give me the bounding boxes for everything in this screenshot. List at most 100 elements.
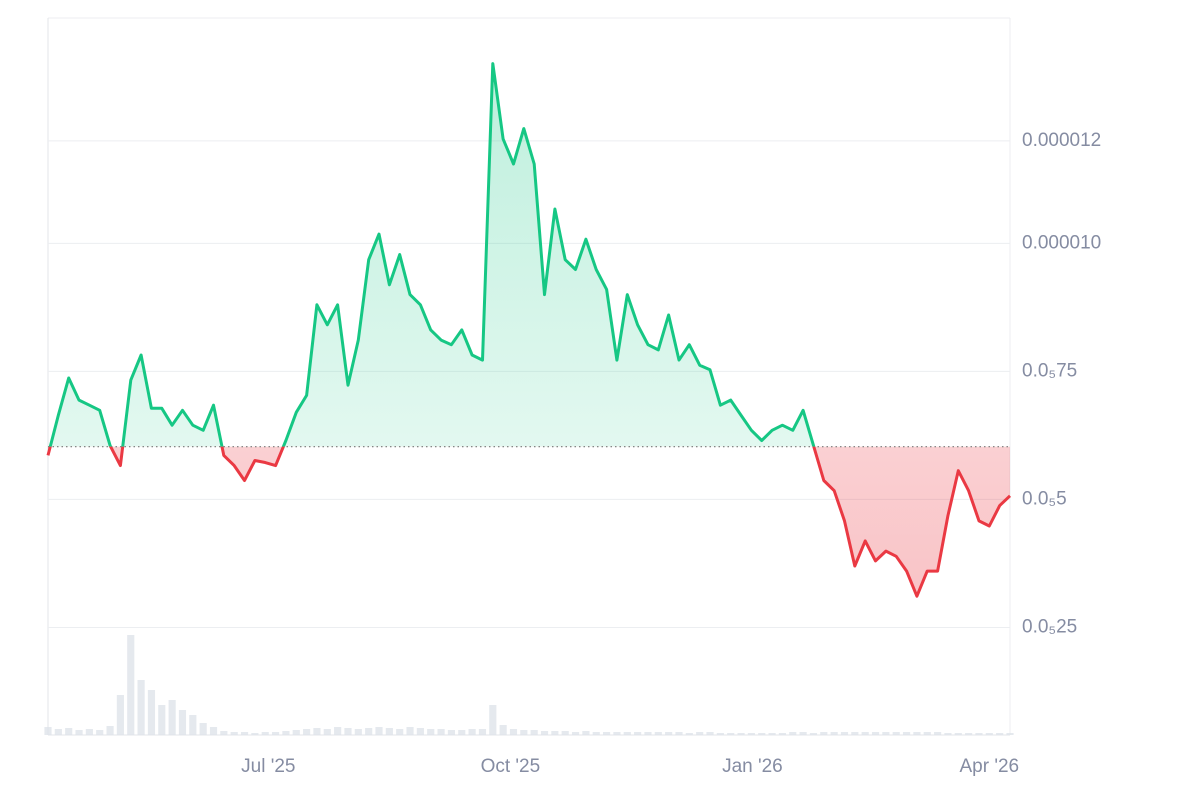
volume-bar: [489, 705, 497, 735]
volume-bar: [551, 731, 559, 735]
y-tick-label: 0.000010: [1022, 232, 1101, 253]
volume-bar: [758, 733, 766, 735]
volume-bar: [871, 732, 880, 735]
volume-bar: [251, 733, 259, 735]
volume-bar: [996, 733, 1004, 735]
volume-bar: [178, 710, 187, 735]
volume-bar: [458, 730, 466, 735]
volume-bar: [261, 732, 269, 735]
volume-bar: [44, 727, 52, 735]
volume-bar: [809, 733, 818, 735]
volume-bar: [954, 733, 962, 735]
volume-bar: [582, 731, 590, 735]
volume-bar: [96, 730, 104, 735]
volume-bar: [158, 705, 166, 735]
x-tick-label: Jan '26: [722, 756, 783, 777]
volume-bar: [768, 733, 776, 735]
volume-bar: [334, 727, 342, 735]
volume-bar: [613, 732, 621, 735]
volume-bar: [737, 733, 745, 735]
volume-bar: [437, 729, 445, 735]
volume-bar: [54, 729, 62, 735]
volume-bar: [189, 715, 197, 735]
volume-bar: [85, 729, 93, 735]
volume-bar: [292, 730, 300, 735]
volume-bar: [199, 723, 207, 735]
volume-bar: [540, 731, 549, 735]
volume-bar: [602, 732, 611, 735]
volume-bar: [406, 727, 414, 735]
volume-bar: [427, 729, 435, 735]
volume-bar: [230, 732, 238, 735]
y-tick-label: 0.0₅25: [1022, 616, 1077, 637]
volume-bar: [747, 733, 755, 735]
volume-bar: [820, 732, 828, 735]
volume-bar: [499, 725, 507, 735]
volume-bar: [975, 733, 983, 735]
volume-bar: [354, 729, 362, 735]
volume-bar: [323, 729, 331, 735]
volume-bar: [478, 729, 487, 735]
volume-bar: [416, 728, 424, 735]
volume-bar: [168, 700, 176, 735]
volume-bar: [851, 732, 859, 735]
volume-bar: [127, 635, 135, 735]
volume-bar: [530, 730, 538, 735]
volume-bar: [830, 732, 838, 735]
volume-bar: [147, 690, 156, 735]
volume-bar: [882, 732, 890, 735]
volume-bar: [75, 730, 83, 735]
volume-bar: [985, 733, 993, 735]
volume-bar: [1006, 733, 1014, 735]
y-tick-label: 0.0₅5: [1022, 488, 1067, 509]
volume-bar: [861, 732, 869, 735]
volume-bar: [654, 732, 662, 735]
volume-bar: [396, 729, 404, 735]
x-tick-label: Apr '26: [960, 756, 1020, 777]
volume-bar: [592, 732, 600, 735]
volume-bar: [778, 733, 787, 735]
volume-bar: [240, 732, 249, 735]
volume-bar: [902, 732, 911, 735]
volume-bar: [520, 730, 528, 735]
volume-bar: [468, 729, 476, 735]
volume-bar: [634, 732, 642, 735]
x-tick-label: Jul '25: [241, 756, 295, 777]
volume-bar: [65, 728, 73, 735]
area-down: [48, 446, 1010, 597]
volume-bar: [696, 732, 704, 735]
volume-bar: [789, 732, 797, 735]
volume-bar: [934, 732, 942, 735]
area-up: [50, 63, 814, 447]
volume-bar: [840, 732, 849, 735]
volume-bar: [706, 732, 714, 735]
volume-bar: [116, 695, 124, 735]
volume-bar: [220, 731, 228, 735]
x-tick-label: Oct '25: [481, 756, 541, 777]
volume-bar: [675, 732, 683, 735]
price-line-down: [46, 446, 1012, 598]
volume-bar: [923, 732, 931, 735]
volume-bar: [665, 732, 673, 735]
volume-bar: [137, 680, 145, 735]
volume-bar: [447, 730, 456, 735]
volume-bar: [344, 728, 352, 735]
volume-bar: [385, 728, 393, 735]
volume-bar: [571, 732, 580, 735]
volume-bar: [944, 733, 952, 735]
volume-bar: [892, 732, 900, 735]
y-tick-label: 0.000012: [1022, 130, 1101, 151]
volume-bar: [965, 733, 973, 735]
volume-bar: [799, 732, 807, 735]
volume-bar: [561, 731, 569, 735]
volume-bar: [106, 726, 114, 735]
volume-bar: [509, 729, 518, 735]
volume-bar: [365, 728, 373, 735]
volume-bar: [727, 733, 735, 735]
y-tick-label: 0.0₅75: [1022, 360, 1077, 381]
volume-bar: [271, 732, 280, 735]
volume-bar: [313, 728, 321, 735]
volume-bar: [685, 733, 693, 735]
volume-bar: [716, 733, 724, 735]
